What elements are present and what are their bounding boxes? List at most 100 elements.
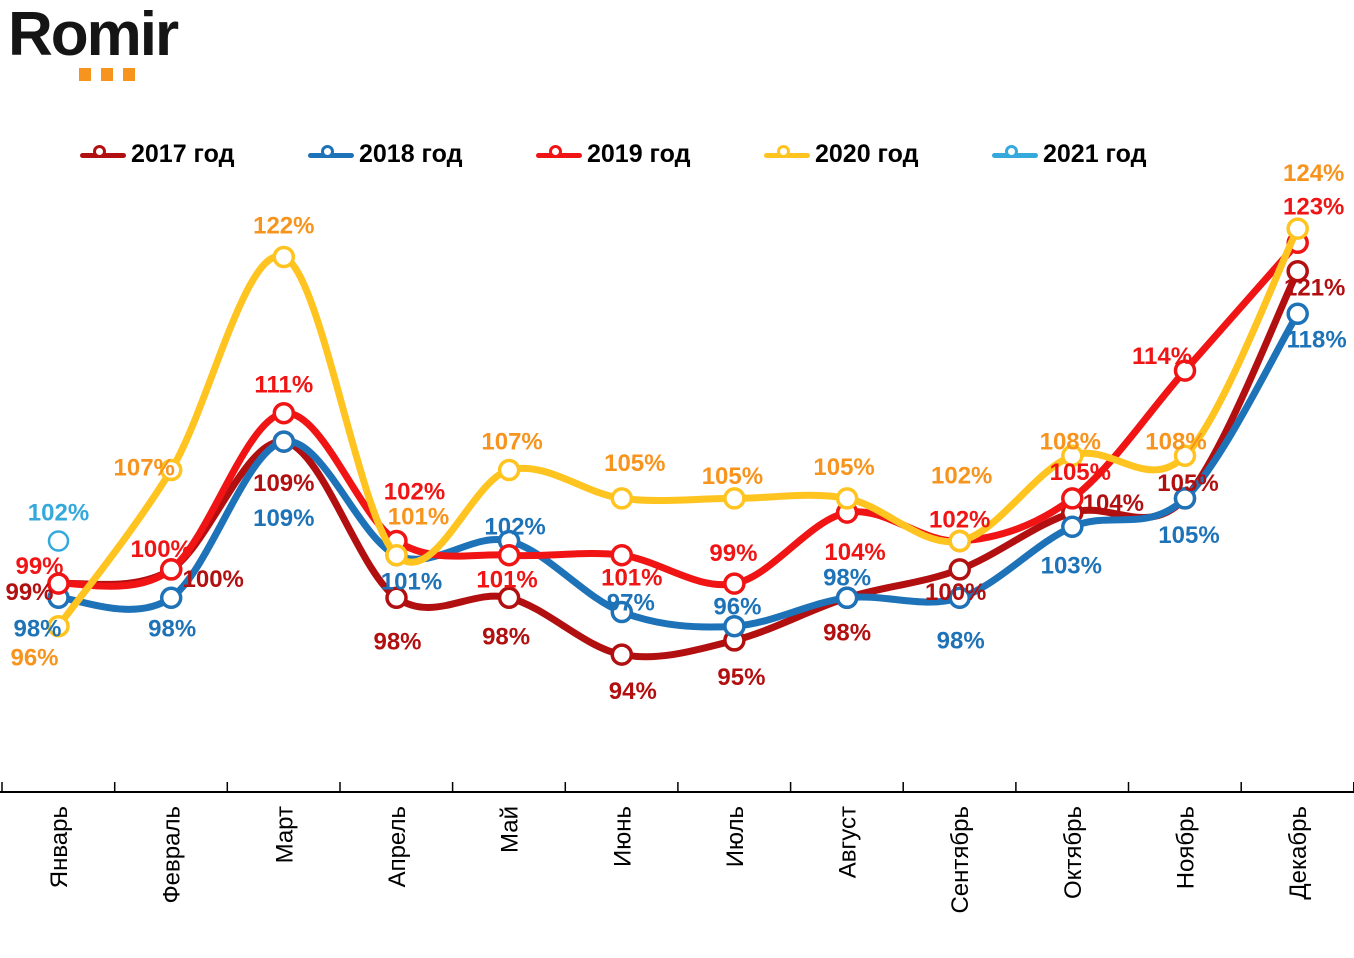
month-label: Июнь: [609, 806, 636, 867]
data-point-marker: [272, 245, 296, 269]
data-point-label: 102%: [384, 479, 445, 506]
data-point-marker: [948, 558, 971, 581]
data-point-marker: [948, 586, 971, 610]
month-label: Апрель: [384, 806, 411, 887]
legend-item-2019: 2019 год: [536, 140, 764, 169]
data-point-marker: [47, 572, 70, 595]
data-point-marker: [497, 543, 521, 567]
data-point-marker: [272, 430, 296, 453]
data-point-label: 99%: [5, 579, 53, 606]
data-point-label: 105%: [813, 454, 874, 481]
data-point-label: 98%: [482, 623, 530, 650]
data-point-label: 101%: [388, 504, 449, 531]
data-point-label: 100%: [925, 579, 986, 606]
data-point-label: 98%: [823, 564, 871, 591]
data-point-label: 102%: [929, 507, 990, 534]
romir-logo: Romir: [8, 4, 179, 81]
data-point-label: 98%: [373, 628, 421, 655]
data-point-label: 101%: [381, 569, 442, 596]
legend-marker-icon: [308, 142, 354, 168]
data-point-marker: [272, 401, 296, 425]
data-point-marker: [723, 614, 746, 638]
data-point-label: 103%: [1041, 552, 1102, 579]
data-point-label: 101%: [476, 567, 537, 594]
data-point-marker: [159, 586, 183, 610]
legend-label: 2020 год: [815, 140, 919, 168]
data-point-label: 104%: [1083, 490, 1144, 517]
legend-item-2017: 2017 год: [80, 140, 308, 169]
legend-marker-icon: [536, 142, 582, 168]
data-point-label: 124%: [1283, 160, 1344, 187]
month-label: Декабрь: [1285, 806, 1312, 900]
data-point-marker: [1286, 217, 1309, 240]
month-label: Январь: [46, 806, 73, 888]
month-label: Март: [271, 806, 298, 863]
data-point-marker: [835, 487, 859, 510]
data-point-marker: [497, 586, 521, 610]
data-point-marker: [159, 458, 183, 482]
data-point-label: 104%: [824, 539, 885, 566]
data-point-marker: [723, 572, 746, 595]
month-label: Октябрь: [1060, 806, 1087, 899]
data-point-marker: [1173, 359, 1197, 382]
data-point-label: 118%: [1287, 326, 1347, 353]
legend-marker-icon: [80, 142, 126, 168]
data-point-label: 109%: [253, 505, 314, 532]
data-point-label: 102%: [28, 500, 89, 527]
data-point-label: 99%: [15, 553, 63, 580]
legend-label: 2019 год: [587, 140, 691, 168]
data-point-label: 98%: [823, 619, 871, 646]
data-point-marker: [47, 614, 70, 638]
data-point-label: 101%: [601, 565, 662, 592]
legend-label: 2021 год: [1043, 140, 1147, 168]
data-point-marker: [1173, 487, 1197, 510]
data-point-label: 105%: [1157, 470, 1218, 497]
data-point-label: 105%: [1158, 522, 1219, 549]
data-point-marker: [610, 643, 634, 666]
data-point-label: 98%: [148, 615, 196, 642]
data-point-label: 97%: [607, 590, 655, 617]
data-point-label: 105%: [604, 450, 665, 477]
data-point-marker: [385, 543, 408, 567]
data-point-marker: [1286, 259, 1309, 283]
data-point-label: 102%: [484, 514, 545, 541]
data-point-marker: [948, 529, 971, 553]
data-point-marker: [159, 558, 183, 581]
legend-item-2018: 2018 год: [308, 140, 536, 169]
data-point-label: 123%: [1283, 193, 1344, 220]
month-label: Ноябрь: [1173, 806, 1200, 889]
legend-item-2021: 2021 год: [992, 140, 1220, 169]
data-point-marker: [1061, 444, 1084, 468]
data-point-marker: [723, 487, 746, 510]
legend-label: 2017 год: [131, 140, 235, 168]
data-point-label: 99%: [709, 540, 757, 567]
month-label: Июль: [722, 806, 749, 867]
data-point-label: 105%: [702, 463, 763, 490]
data-point-label: 108%: [1145, 428, 1206, 455]
romir-logo-dots-icon: [79, 68, 159, 82]
data-point-label: 94%: [609, 678, 657, 705]
data-point-label: 100%: [131, 536, 192, 563]
month-label: Август: [835, 806, 862, 878]
data-point-marker: [1173, 444, 1197, 468]
month-label: Сентябрь: [947, 806, 974, 914]
data-point-marker: [497, 458, 521, 482]
data-point-label: 108%: [1040, 428, 1101, 455]
data-point-label: 102%: [931, 463, 992, 490]
data-point-label: 114%: [1132, 343, 1192, 370]
legend-marker-icon: [764, 142, 810, 168]
data-point-label: 111%: [254, 372, 313, 399]
legend-label: 2018 год: [359, 140, 463, 168]
data-point-marker: [610, 543, 634, 567]
data-point-label: 98%: [937, 627, 985, 654]
data-point-label: 96%: [10, 645, 58, 672]
data-point-marker: [1061, 515, 1084, 539]
data-point-label: 96%: [713, 594, 761, 621]
data-point-marker: [1286, 302, 1309, 326]
legend-marker-icon: [992, 142, 1038, 168]
data-point-marker: [385, 586, 408, 610]
data-point-marker: [610, 487, 634, 510]
data-point-label: 109%: [253, 470, 314, 497]
